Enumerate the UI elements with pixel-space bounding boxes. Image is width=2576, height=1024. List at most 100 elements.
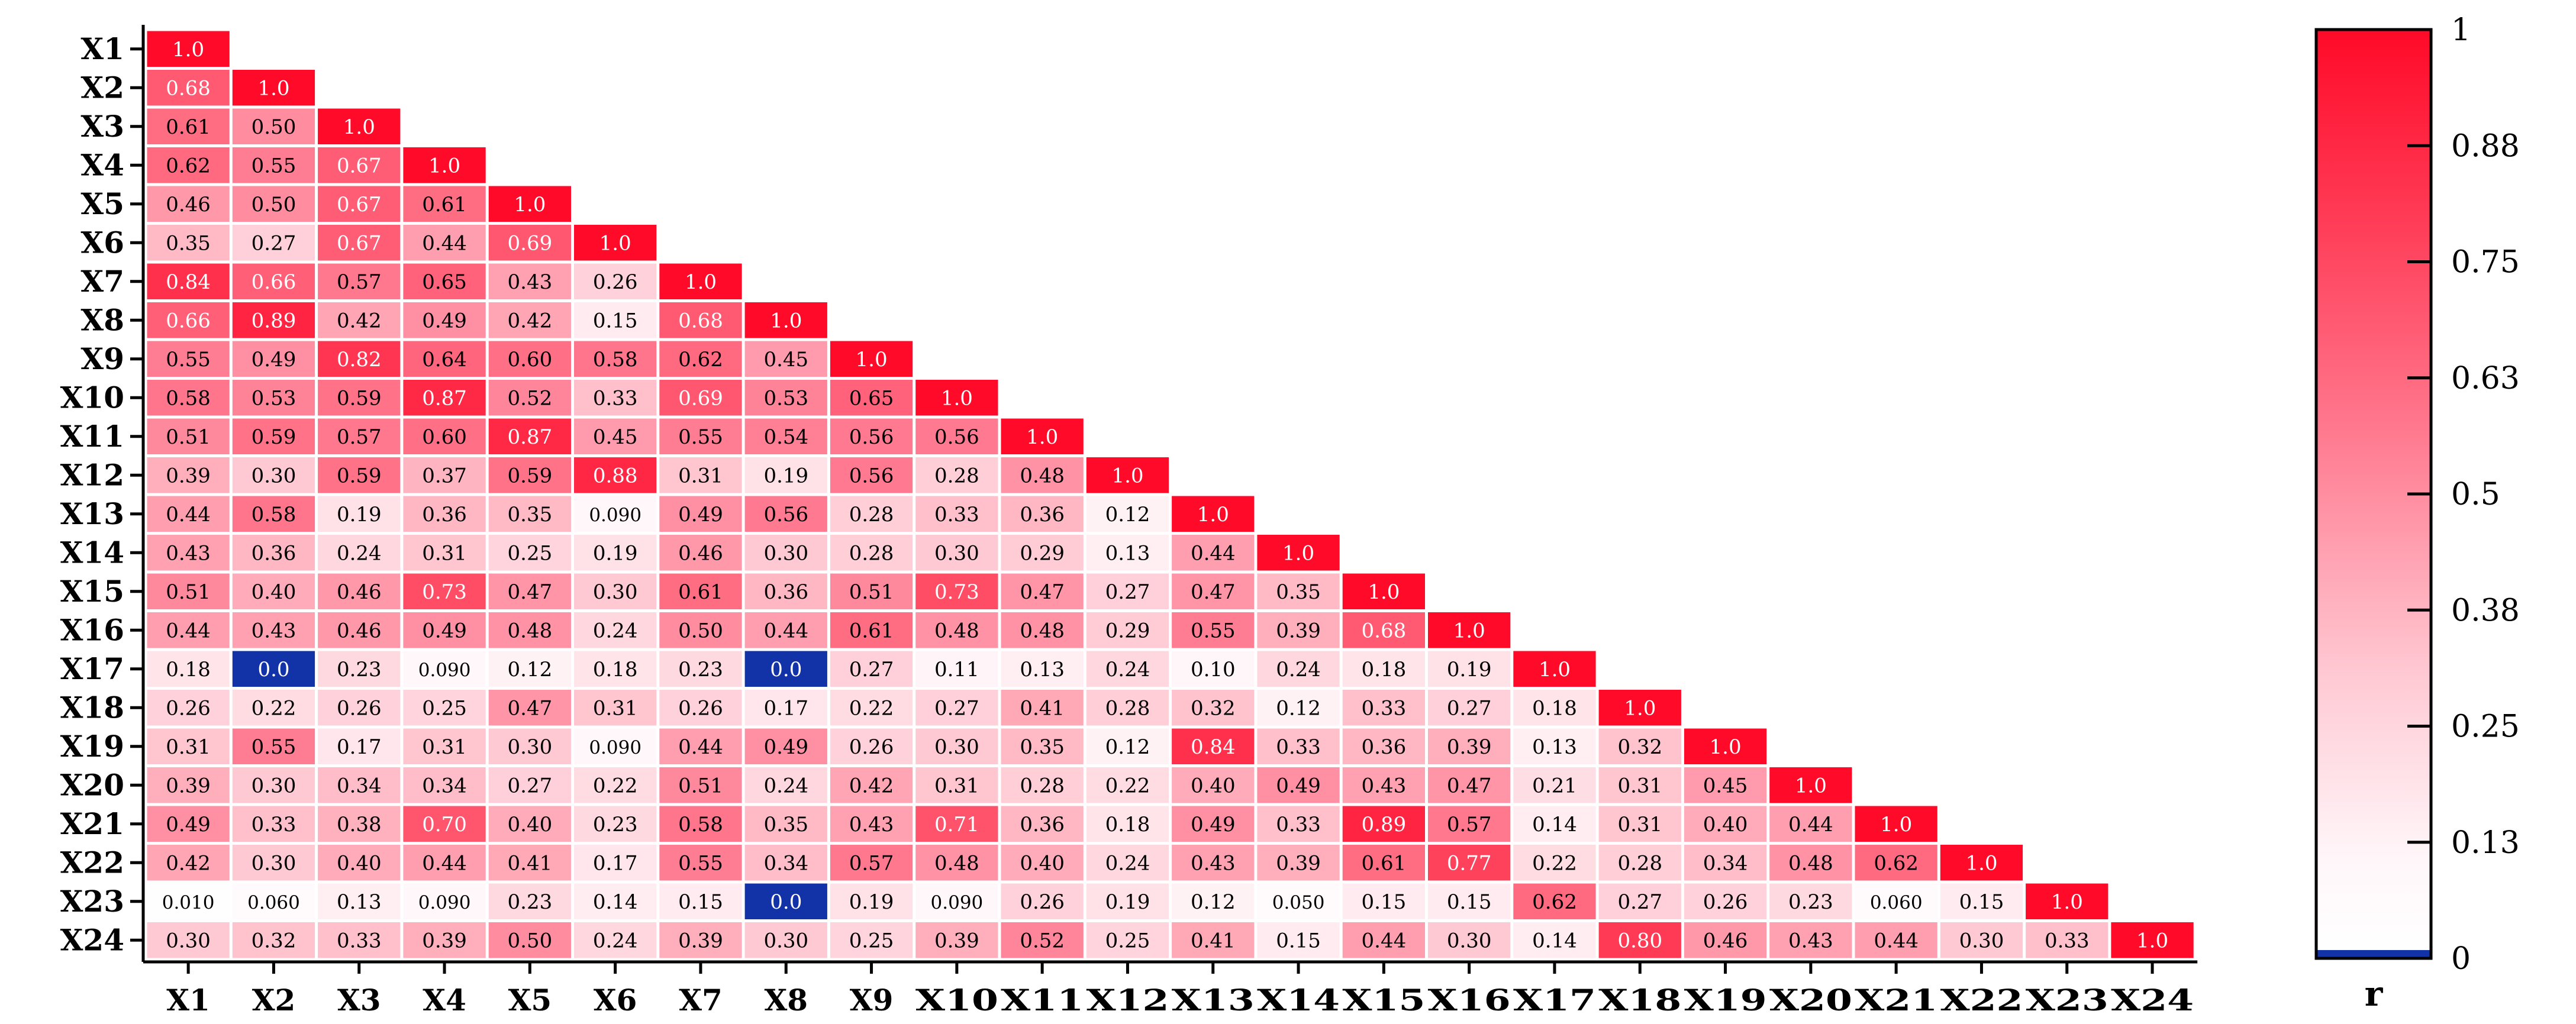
heatmap-cell <box>744 883 827 919</box>
cell-value-label: 1.0 <box>514 193 546 217</box>
heatmap-cell <box>318 728 401 764</box>
heatmap-cell <box>318 341 401 377</box>
heatmap-cell <box>659 380 742 416</box>
heatmap-cell <box>1428 845 1511 881</box>
cell-value-label: 0.17 <box>337 735 382 759</box>
cell-value-label: 0.54 <box>763 425 808 449</box>
cell-value-label: 0.30 <box>1959 929 2004 952</box>
heatmap-cell <box>318 690 401 726</box>
heatmap-cell <box>1172 922 1255 958</box>
column-label: X10 <box>915 983 998 1017</box>
cell-value-label: 0.58 <box>166 386 211 410</box>
cell-value-label: 0.73 <box>934 580 979 604</box>
cell-value-label: 0.45 <box>1703 774 1748 797</box>
colorbar-tick-label: 0 <box>2451 941 2471 977</box>
cell-value-label: 0.17 <box>593 851 638 875</box>
cell-value-label: 0.50 <box>508 929 553 952</box>
heatmap-cell <box>659 612 742 648</box>
heatmap-cell <box>1684 883 1767 919</box>
cell-value-label: 0.15 <box>593 309 638 332</box>
colorbar-tick-label: 1 <box>2451 12 2471 48</box>
heatmap-cell <box>232 263 315 299</box>
heatmap-cell <box>1428 806 1511 842</box>
heatmap-cell <box>2026 883 2108 919</box>
cell-value-label: 0.22 <box>849 696 894 720</box>
cell-value-label: 0.26 <box>849 735 894 759</box>
cell-value-label: 1.0 <box>856 348 888 372</box>
heatmap-cell <box>1086 612 1169 648</box>
heatmap-cell <box>574 380 657 416</box>
cell-value-label: 0.28 <box>849 503 894 526</box>
heatmap-cell <box>488 806 571 842</box>
heatmap-cell <box>318 806 401 842</box>
row-label: X1 <box>80 31 124 66</box>
heatmap-cell <box>147 225 230 261</box>
cell-value-label: 0.46 <box>166 193 211 217</box>
heatmap-cell <box>1684 845 1767 881</box>
cell-value-label: 0.060 <box>1870 892 1923 913</box>
heatmap-cell <box>1855 845 1937 881</box>
column-label: X18 <box>1598 983 1681 1017</box>
heatmap-cell <box>232 341 315 377</box>
heatmap-cell <box>1428 922 1511 958</box>
heatmap-cell <box>1513 728 1596 764</box>
heatmap-cell <box>2026 922 2108 958</box>
heatmap-cell <box>744 922 827 958</box>
heatmap-cell <box>488 535 571 571</box>
heatmap-cell <box>574 651 657 687</box>
heatmap-cell <box>659 767 742 803</box>
heatmap-cell <box>1684 728 1767 764</box>
heatmap-cell <box>830 728 913 764</box>
heatmap-cell <box>1855 883 1937 919</box>
cell-value-label: 0.37 <box>422 464 467 487</box>
cell-value-label: 0.53 <box>252 386 296 410</box>
heatmap-cell <box>915 535 998 571</box>
heatmap-cell <box>830 496 913 532</box>
heatmap-cell <box>232 845 315 881</box>
cell-value-label: 0.32 <box>1191 696 1236 720</box>
row-label: X11 <box>60 419 124 454</box>
heatmap-cell <box>318 922 401 958</box>
cell-value-label: 0.090 <box>589 505 641 526</box>
colorbar: 1 0.88 0.75 0.63 0.5 0.38 0.25 0.13 0 r <box>2314 12 2520 1014</box>
cell-value-label: 0.24 <box>593 929 638 952</box>
heatmap-cell <box>659 883 742 919</box>
heatmap-cell <box>488 418 571 454</box>
cell-value-label: 0.51 <box>166 580 211 604</box>
row-label: X12 <box>60 457 124 492</box>
heatmap-cell <box>830 651 913 687</box>
cell-value-label: 1.0 <box>941 386 973 410</box>
heatmap-cell <box>830 457 913 493</box>
cell-value-label: 0.26 <box>1703 890 1748 914</box>
heatmap-cell <box>1172 535 1255 571</box>
cell-value-label: 0.38 <box>337 813 382 836</box>
cell-value-label: 0.40 <box>1191 774 1236 797</box>
heatmap-cell <box>488 302 571 338</box>
heatmap-cell <box>1001 806 1084 842</box>
cell-value-label: 0.56 <box>849 425 894 449</box>
column-label: X16 <box>1428 983 1511 1017</box>
cell-value-label: 0.35 <box>508 503 553 526</box>
cell-value-label: 0.73 <box>422 580 467 604</box>
cell-value-label: 1.0 <box>1197 503 1229 526</box>
colorbar-tick-label: 0.5 <box>2451 477 2500 512</box>
cell-value-label: 0.80 <box>1617 929 1662 952</box>
cell-value-label: 0.21 <box>1532 774 1577 797</box>
cell-value-label: 0.55 <box>678 851 723 875</box>
cell-value-label: 0.67 <box>337 154 382 177</box>
cell-value-label: 0.87 <box>508 425 553 449</box>
heatmap-cell <box>1513 806 1596 842</box>
heatmap-cell <box>744 573 827 609</box>
cell-value-label: 0.13 <box>337 890 382 914</box>
cell-value-label: 0.36 <box>763 580 808 604</box>
cell-value-label: 0.55 <box>678 425 723 449</box>
cell-value-label: 0.55 <box>166 348 211 372</box>
heatmap-cell <box>232 457 315 493</box>
cell-value-label: 0.44 <box>1362 929 1407 952</box>
heatmap-cell <box>915 612 998 648</box>
cell-value-label: 0.42 <box>337 309 382 332</box>
row-label: X10 <box>60 380 124 415</box>
heatmap-cell <box>1172 883 1255 919</box>
cell-value-label: 1.0 <box>1453 619 1485 642</box>
heatmap-cell <box>1001 845 1084 881</box>
